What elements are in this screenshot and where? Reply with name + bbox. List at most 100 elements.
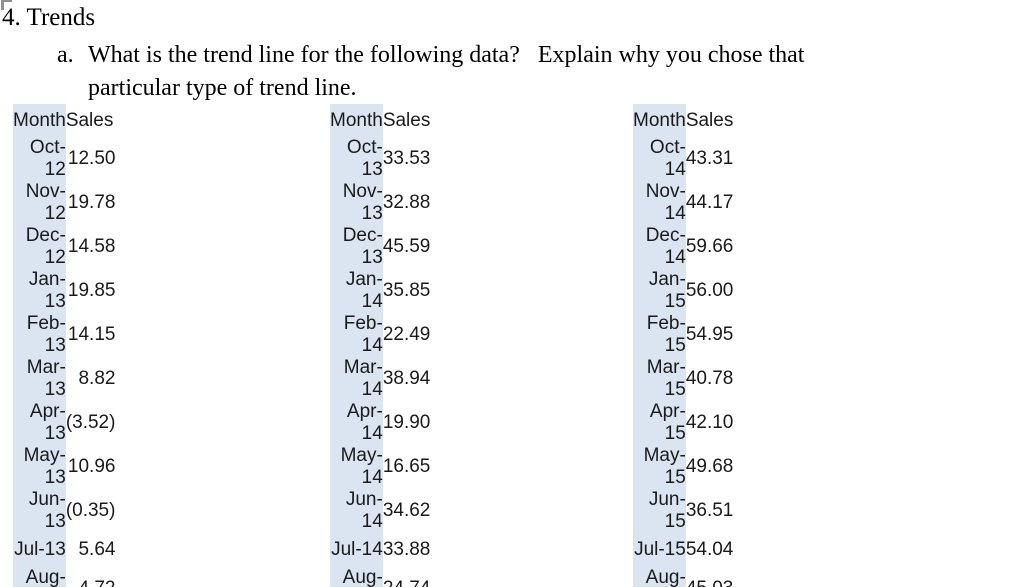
table-row: Mar-13 8.82 <box>13 357 116 402</box>
month-cell: Jan-14 <box>330 269 383 314</box>
sales-value-cell: 45.03 <box>686 567 734 587</box>
sales-column-header: Sales <box>685 109 734 131</box>
month-cell: Mar-15 <box>633 357 686 402</box>
table-row: Feb-15 54.95 <box>633 313 734 358</box>
section-heading: 4. Trends <box>2 4 96 31</box>
month-cell: Aug-13 <box>13 566 66 587</box>
sales-column-header: Sales <box>382 109 431 131</box>
month-column-header: Month <box>13 104 66 138</box>
sales-value-cell: 24.74 <box>383 567 431 587</box>
month-cell: Nov-14 <box>633 181 686 226</box>
table-row: Jun-15 36.51 <box>633 489 734 534</box>
table-row: Mar-14 38.94 <box>330 357 431 402</box>
sales-value-cell: 33.53 <box>382 148 431 170</box>
table-row: Dec-14 59.66 <box>633 225 734 270</box>
sales-value-cell: 49.68 <box>685 456 734 478</box>
month-cell: Dec-12 <box>13 225 66 270</box>
sales-table-year1: Month Sales Oct-12 12.50 Nov-12 19.78 Dec-12 14… <box>13 104 115 587</box>
sales-value-cell: (3.52) <box>65 412 116 434</box>
month-cell: Oct-13 <box>330 137 383 182</box>
month-cell: Mar-14 <box>330 357 383 402</box>
table-row: Oct-12 12.50 <box>13 137 115 182</box>
table-row: Aug-134.72 <box>13 566 115 587</box>
table-header-row: Month Sales <box>13 104 115 138</box>
sales-value-cell: 54.04 <box>685 538 734 560</box>
table-row: Jun-13 (0.35) <box>13 489 116 534</box>
month-cell: Oct-14 <box>633 137 686 182</box>
sales-value-cell: 59.66 <box>685 236 734 258</box>
month-cell: Dec-14 <box>633 225 686 270</box>
sales-value-cell: 32.88 <box>382 192 431 214</box>
sales-value-cell: 10.96 <box>67 456 116 478</box>
table-header-row: Month Sales <box>633 104 734 138</box>
table-row: Nov-13 32.88 <box>330 181 431 226</box>
table-row: Apr-15 42.10 <box>633 401 734 446</box>
month-column-header: Month <box>330 104 383 138</box>
table-row: Apr-13 (3.52) <box>13 401 116 446</box>
table-row: May-14 16.65 <box>330 445 431 490</box>
sales-value-cell: 34.62 <box>382 500 431 522</box>
month-column-header: Month <box>633 104 686 138</box>
sales-table-year2: Month Sales Oct-13 33.53 Nov-13 32.88 Dec-13 45… <box>330 104 430 587</box>
month-cell: May-14 <box>330 445 383 490</box>
sales-value-cell: 38.94 <box>382 368 431 390</box>
sales-value-cell: 8.82 <box>78 368 116 390</box>
month-cell: Apr-13 <box>13 401 66 446</box>
table-row: Jan-13 19.85 <box>13 269 116 314</box>
table-row: Jul-15 54.04 <box>633 533 734 567</box>
sales-value-cell: 35.85 <box>382 280 431 302</box>
sales-value-cell: 36.51 <box>685 500 734 522</box>
question-line-1: What is the trend line for the following… <box>88 42 805 68</box>
sales-value-cell: 5.64 <box>78 538 116 560</box>
month-cell: Aug-15 <box>633 566 686 587</box>
sales-value-cell: 40.78 <box>685 368 734 390</box>
sales-value-cell: 19.90 <box>382 412 431 434</box>
sales-value-cell: 16.65 <box>382 456 431 478</box>
table-row: May-13 10.96 <box>13 445 116 490</box>
month-cell: May-15 <box>633 445 686 490</box>
sales-value-cell: 19.78 <box>67 192 116 214</box>
sales-value-cell: 14.15 <box>67 324 116 346</box>
question-line-2: particular type of trend line. <box>88 75 357 101</box>
sales-value-cell: 19.85 <box>67 280 116 302</box>
month-cell: Jul-13 <box>13 533 66 567</box>
month-cell: Jul-15 <box>633 533 686 567</box>
sales-value-cell: 44.17 <box>685 192 734 214</box>
table-row: Aug-1424.74 <box>330 566 431 587</box>
question-a: a. What is the trend line for the follow… <box>57 39 804 105</box>
sales-value-cell: 42.10 <box>685 412 734 434</box>
table-row: Nov-12 19.78 <box>13 181 116 226</box>
table-row: Jul-13 5.64 <box>13 533 116 567</box>
month-cell: Apr-15 <box>633 401 686 446</box>
sales-table-year3: Month Sales Oct-14 43.31 Nov-14 44.17 Dec-14 59… <box>633 104 733 587</box>
month-cell: Feb-13 <box>13 313 66 358</box>
table-row: Jul-14 33.88 <box>330 533 431 567</box>
sales-value-cell: 45.59 <box>382 236 431 258</box>
crop-artifact-mark <box>1 0 12 10</box>
month-cell: Feb-15 <box>633 313 686 358</box>
month-cell: Aug-14 <box>330 566 383 587</box>
month-cell: May-13 <box>13 445 66 490</box>
sales-value-cell: 54.95 <box>685 324 734 346</box>
sales-value-cell: 56.00 <box>685 280 734 302</box>
table-row: Feb-14 22.49 <box>330 313 430 358</box>
month-cell: Nov-12 <box>13 181 66 226</box>
sales-value-cell: (0.35) <box>65 500 116 522</box>
sales-value-cell: 43.31 <box>685 148 734 170</box>
month-cell: Apr-14 <box>330 401 383 446</box>
table-row: Jan-14 35.85 <box>330 269 431 314</box>
month-cell: Jun-13 <box>13 489 66 534</box>
table-row: Aug-1545.03 <box>633 566 734 587</box>
table-row: Oct-13 33.53 <box>330 137 431 182</box>
table-header-row: Month Sales <box>330 104 431 138</box>
table-row: Jan-15 56.00 <box>633 269 734 314</box>
month-cell: Jan-15 <box>633 269 686 314</box>
question-text: What is the trend line for the following… <box>88 39 804 105</box>
month-cell: Nov-13 <box>330 181 383 226</box>
table-row: Oct-14 43.31 <box>633 137 734 182</box>
month-cell: Jul-14 <box>330 533 383 567</box>
table-row: May-15 49.68 <box>633 445 734 490</box>
table-row: Dec-12 14.58 <box>13 225 115 270</box>
sales-value-cell: 33.88 <box>382 538 431 560</box>
